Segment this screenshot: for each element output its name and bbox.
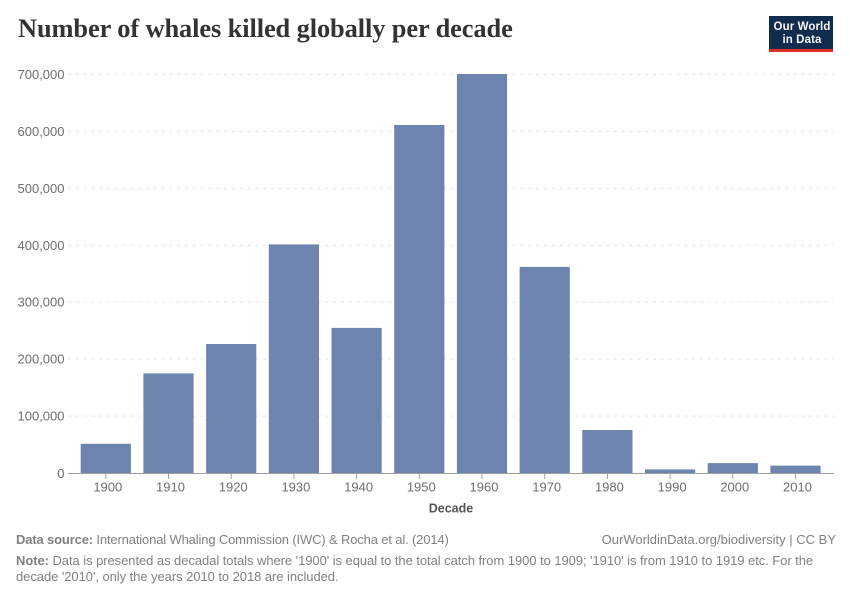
svg-text:2000: 2000	[720, 480, 749, 495]
svg-text:200,000: 200,000	[18, 352, 65, 367]
svg-text:1940: 1940	[344, 480, 373, 495]
svg-text:2010: 2010	[783, 480, 812, 495]
svg-text:0: 0	[57, 466, 64, 481]
svg-text:100,000: 100,000	[18, 409, 65, 424]
svg-text:600,000: 600,000	[18, 124, 65, 139]
svg-text:Decade: Decade	[429, 502, 474, 516]
svg-text:500,000: 500,000	[18, 181, 65, 196]
svg-text:700,000: 700,000	[18, 67, 65, 82]
svg-text:1970: 1970	[532, 480, 561, 495]
svg-text:1920: 1920	[219, 480, 248, 495]
svg-text:1960: 1960	[470, 480, 499, 495]
svg-text:1900: 1900	[93, 480, 122, 495]
svg-text:1910: 1910	[156, 480, 185, 495]
svg-text:1930: 1930	[281, 480, 310, 495]
svg-text:1950: 1950	[407, 480, 436, 495]
svg-text:1990: 1990	[658, 480, 687, 495]
svg-text:300,000: 300,000	[18, 295, 65, 310]
svg-text:400,000: 400,000	[18, 238, 65, 253]
svg-text:1980: 1980	[595, 480, 624, 495]
